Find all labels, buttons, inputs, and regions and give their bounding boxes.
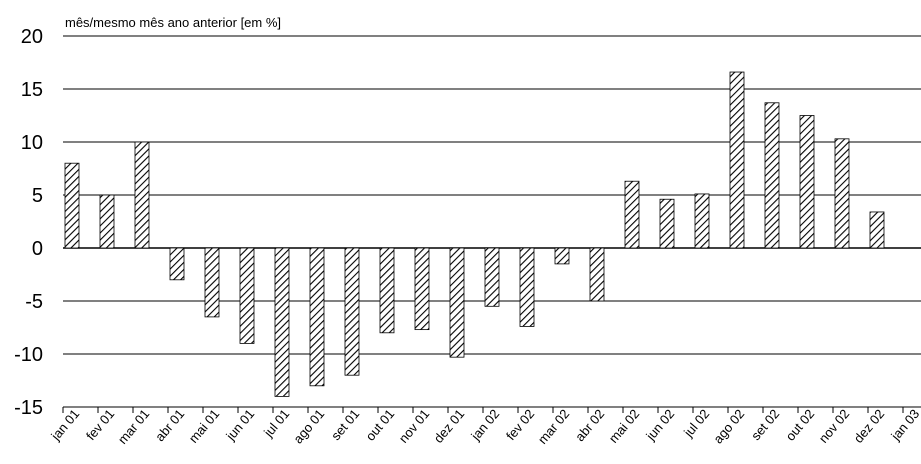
bar-jan-02 <box>484 247 500 307</box>
x-tick-label: mar 01 <box>115 406 153 447</box>
x-tick-label: set 01 <box>328 406 362 443</box>
x-tick-label: nov 01 <box>396 406 433 446</box>
bar-dez-01 <box>449 247 465 358</box>
bar-out-01 <box>379 247 395 334</box>
x-tick-label: fev 02 <box>503 406 537 443</box>
bar-nov-02 <box>834 138 850 249</box>
bar-nov-01 <box>414 247 430 331</box>
x-tick-label: out 02 <box>783 406 818 443</box>
bar-fev-02 <box>519 247 535 327</box>
x-tick-label: jul 01 <box>260 406 292 440</box>
x-tick-label: ago 01 <box>290 406 327 446</box>
x-tick-label: nov 02 <box>816 406 853 446</box>
x-tick-label: mai 02 <box>606 406 643 446</box>
x-tick-label: abr 01 <box>152 406 187 444</box>
x-tick-label: jan 01 <box>47 406 82 444</box>
x-tick-label: jul 02 <box>680 406 712 440</box>
x-tick-label: dez 01 <box>431 406 468 446</box>
x-axis-ticks <box>62 407 904 413</box>
bar-set-01 <box>344 247 360 376</box>
x-tick-label: abr 02 <box>572 406 607 444</box>
x-tick-label: jan 03 <box>887 406 921 444</box>
bar-jul-01 <box>274 247 290 397</box>
y-tick-label: 0 <box>32 238 43 260</box>
x-tick-label: set 02 <box>748 406 782 443</box>
bar-jul-02 <box>694 193 710 249</box>
bar-out-02 <box>799 115 815 249</box>
x-tick-label: dez 02 <box>851 406 888 446</box>
y-tick-label: 10 <box>21 132 43 154</box>
x-tick-label: jun 02 <box>642 406 677 444</box>
y-axis-label: mês/mesmo mês ano anterior [em %] <box>65 15 281 30</box>
bar-mar-01 <box>134 141 150 249</box>
bar-mai-02 <box>624 180 640 249</box>
bars <box>64 71 885 397</box>
x-tick-label: jan 02 <box>467 406 502 444</box>
bar-fev-01 <box>99 194 115 249</box>
bar-jan-01 <box>64 162 80 249</box>
bar-ago-01 <box>309 247 325 387</box>
y-tick-label: -15 <box>14 397 43 419</box>
y-tick-labels: 20 15 10 5 0 -5 -10 -15 <box>14 26 43 419</box>
bar-jun-01 <box>239 247 255 344</box>
bar-jun-02 <box>659 198 675 249</box>
gridlines <box>62 35 921 413</box>
y-tick-label: -10 <box>14 344 43 366</box>
y-tick-label: 5 <box>32 185 43 207</box>
y-tick-label: -5 <box>25 291 43 313</box>
bar-ago-02 <box>729 71 745 249</box>
bar-abr-01 <box>169 247 185 281</box>
x-tick-label: ago 02 <box>710 406 747 446</box>
x-tick-label: out 01 <box>363 406 398 443</box>
bar-set-02 <box>764 102 780 249</box>
x-tick-label: mar 02 <box>535 406 573 447</box>
y-tick-label: 20 <box>21 26 43 48</box>
bar-abr-02 <box>589 247 605 302</box>
x-tick-label: fev 01 <box>83 406 117 443</box>
bar-mai-01 <box>204 247 220 318</box>
x-tick-label: mai 01 <box>186 406 223 446</box>
bar-dez-02 <box>869 211 885 249</box>
y-tick-label: 15 <box>21 79 43 101</box>
bar-mar-02 <box>554 247 570 265</box>
x-tick-label: jun 01 <box>222 406 257 444</box>
